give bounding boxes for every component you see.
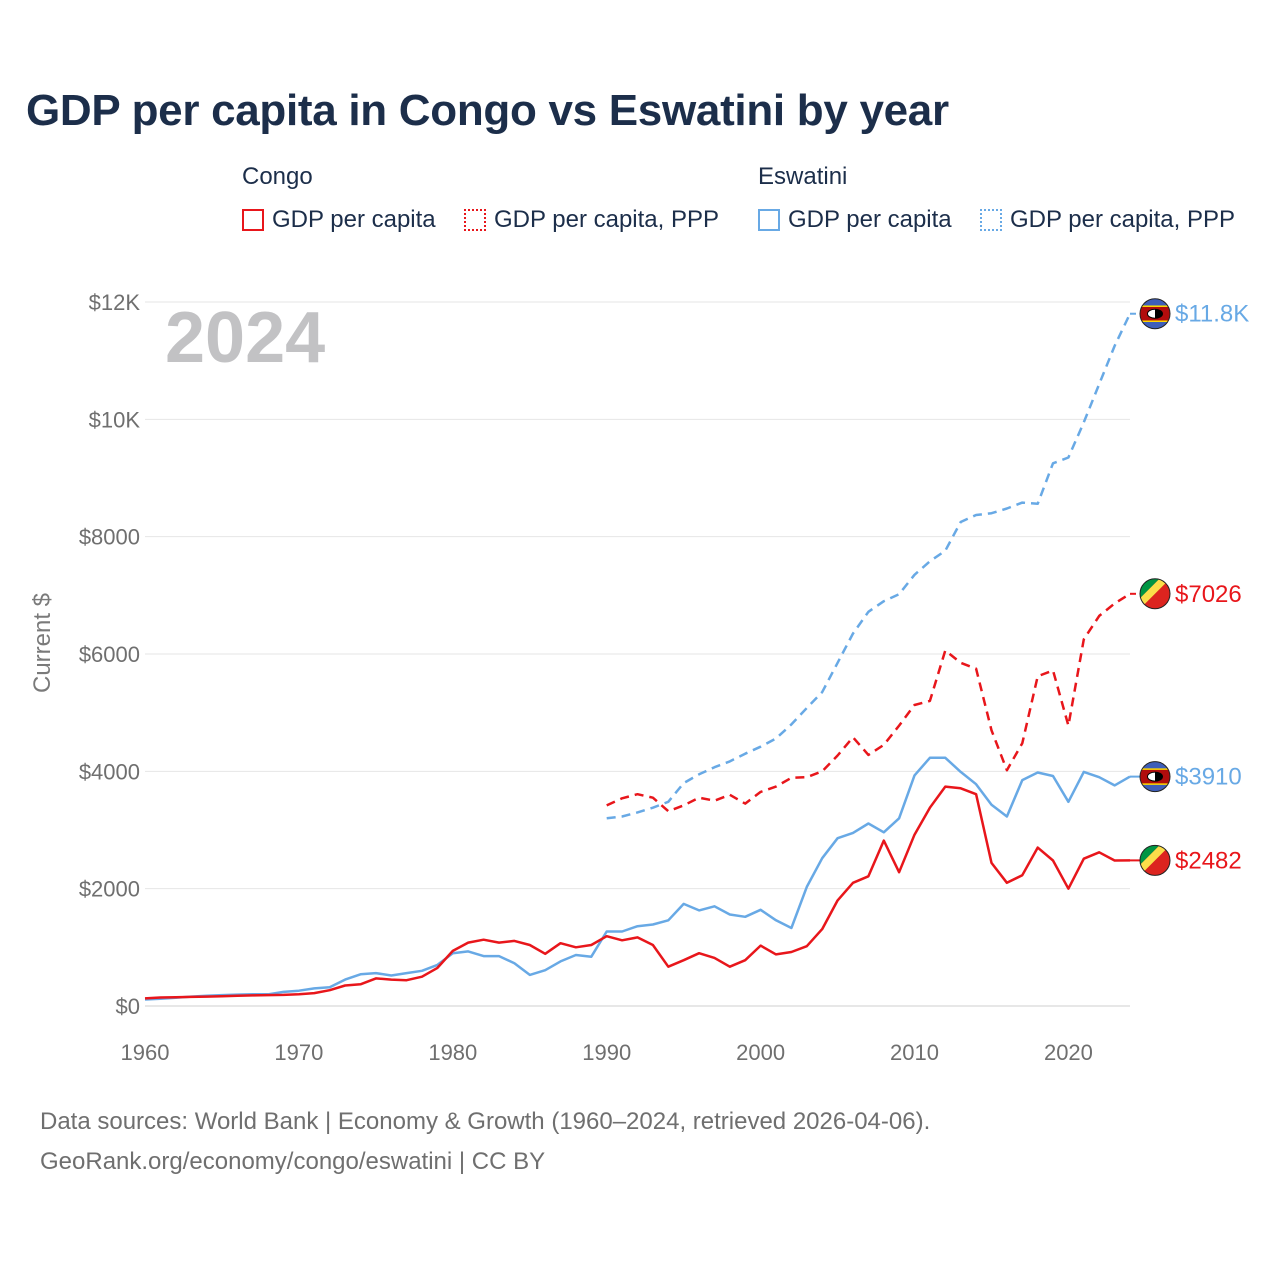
end-value-label: $3910 — [1175, 764, 1242, 791]
legend-swatch-solid-red — [242, 209, 264, 231]
series-line-eswatini[interactable] — [144, 756, 1131, 1001]
series-line-eswatini-ppp[interactable] — [606, 313, 1132, 820]
chart-title: GDP per capita in Congo vs Eswatini by y… — [26, 86, 949, 135]
legend-swatch-dotted-red — [464, 209, 486, 231]
series-line-congo-ppp[interactable] — [606, 592, 1131, 813]
legend-swatch-solid-blue — [758, 209, 780, 231]
x-tick-label: 2000 — [736, 1040, 785, 1065]
end-value-label: $2482 — [1175, 847, 1242, 874]
x-tick-label: 1980 — [428, 1040, 477, 1065]
eswatini-flag-icon — [1139, 761, 1171, 793]
x-tick-label: 1960 — [121, 1040, 170, 1065]
legend-label: GDP per capita — [272, 206, 436, 233]
congo-flag-icon — [1139, 844, 1171, 876]
legend-group-congo: Congo — [242, 163, 313, 190]
x-tick-label: 1990 — [582, 1040, 631, 1065]
legend-item-congo-gdp[interactable]: GDP per capita — [242, 205, 436, 235]
series-line-congo[interactable] — [144, 785, 1131, 1000]
legend-item-congo-gdp-ppp[interactable]: GDP per capita, PPP — [464, 205, 719, 235]
end-value-label: $11.8K — [1175, 301, 1249, 328]
legend-swatch-dotted-blue — [980, 209, 1002, 231]
y-tick-label: $2000 — [79, 877, 140, 902]
y-tick-label: $6000 — [79, 642, 140, 667]
y-tick-label: $8000 — [79, 525, 140, 550]
end-value-label: $7026 — [1175, 581, 1242, 608]
y-tick-label: $4000 — [79, 759, 140, 784]
footer-attribution[interactable]: GeoRank.org/economy/congo/eswatini | CC … — [40, 1148, 546, 1175]
year-watermark: 2024 — [165, 298, 325, 378]
eswatini-flag-icon — [1139, 298, 1171, 330]
legend-item-eswatini-gdp-ppp[interactable]: GDP per capita, PPP — [980, 205, 1235, 235]
legend-label: GDP per capita — [788, 206, 952, 233]
x-tick-label: 2010 — [890, 1040, 939, 1065]
x-tick-label: 2020 — [1044, 1040, 1093, 1065]
line-chart: 2024 $0 $2000 $4000 $6000 $8000 $10K $12K 1960 1… — [29, 290, 1249, 1065]
y-axis-label: Current $ — [29, 593, 56, 693]
congo-flag-icon — [1139, 578, 1171, 610]
legend-label: GDP per capita, PPP — [1010, 206, 1235, 233]
footer-sources: Data sources: World Bank | Economy & Gro… — [40, 1108, 931, 1135]
x-tick-label: 1970 — [274, 1040, 323, 1065]
legend-item-eswatini-gdp[interactable]: GDP per capita — [758, 205, 952, 235]
y-tick-label: $10K — [89, 407, 141, 432]
legend-group-eswatini: Eswatini — [758, 163, 848, 190]
y-tick-label: $0 — [116, 994, 140, 1019]
y-tick-label: $12K — [89, 290, 141, 315]
legend-label: GDP per capita, PPP — [494, 206, 719, 233]
